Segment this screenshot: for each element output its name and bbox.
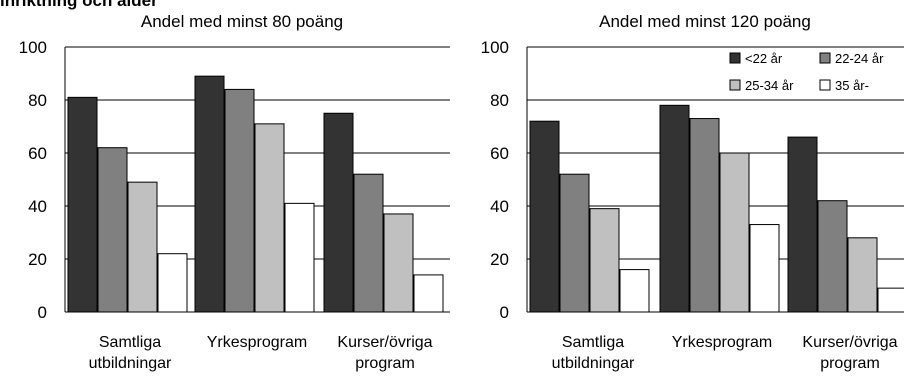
y-tick-label: 20 bbox=[28, 250, 47, 269]
y-tick-label: 80 bbox=[28, 91, 47, 110]
x-category-label: program bbox=[820, 355, 880, 372]
legend-swatch bbox=[819, 79, 831, 91]
bar bbox=[689, 118, 720, 313]
bar bbox=[877, 287, 904, 313]
y-tick-label: 60 bbox=[490, 144, 509, 163]
y-tick-label: 100 bbox=[19, 38, 47, 57]
bar bbox=[97, 147, 128, 313]
bar bbox=[323, 112, 354, 313]
x-category-label: utbildningar bbox=[89, 355, 172, 372]
bar bbox=[589, 208, 620, 313]
y-tick-label: 100 bbox=[481, 38, 509, 57]
y-tick-label: 40 bbox=[28, 197, 47, 216]
bar bbox=[817, 200, 848, 313]
x-category-label: Samtliga bbox=[99, 334, 161, 351]
bar bbox=[254, 123, 285, 313]
legend-label: 25-34 år bbox=[745, 78, 794, 93]
bar bbox=[224, 88, 255, 313]
legend-label: <22 år bbox=[745, 51, 783, 66]
legend-swatch bbox=[729, 52, 741, 64]
bar bbox=[194, 75, 225, 313]
bar bbox=[749, 224, 780, 313]
bar bbox=[157, 253, 188, 313]
legend-swatch bbox=[729, 79, 741, 91]
y-tick-label: 40 bbox=[490, 197, 509, 216]
bar bbox=[383, 213, 414, 313]
chart-title: Andel med minst 120 poäng bbox=[599, 12, 811, 31]
chart-title: Andel med minst 80 poäng bbox=[141, 12, 343, 31]
x-category-label: Yrkesprogram bbox=[207, 334, 307, 351]
figure-heading: inriktning och ålder bbox=[0, 0, 158, 10]
bar bbox=[529, 120, 560, 313]
legend-label: 35 år- bbox=[835, 78, 869, 93]
x-category-label: utbildningar bbox=[552, 355, 635, 372]
x-category-label: program bbox=[355, 355, 415, 372]
y-tick-label: 0 bbox=[500, 303, 509, 322]
legend-label: 22-24 år bbox=[835, 51, 884, 66]
bar bbox=[847, 237, 878, 313]
y-tick-label: 20 bbox=[490, 250, 509, 269]
y-tick-label: 0 bbox=[38, 303, 47, 322]
bar bbox=[787, 136, 818, 313]
bar bbox=[659, 104, 690, 313]
bar bbox=[284, 202, 315, 313]
bar bbox=[719, 152, 750, 313]
bar bbox=[413, 274, 444, 313]
bar bbox=[127, 181, 158, 313]
y-tick-label: 80 bbox=[490, 91, 509, 110]
x-category-label: Yrkesprogram bbox=[672, 334, 772, 351]
bar bbox=[619, 269, 650, 313]
bar bbox=[67, 96, 98, 313]
bar bbox=[559, 173, 590, 313]
y-tick-label: 60 bbox=[28, 144, 47, 163]
legend-swatch bbox=[819, 52, 831, 64]
x-category-label: Kurser/övriga bbox=[337, 334, 432, 351]
bar bbox=[353, 173, 384, 313]
x-category-label: Samtliga bbox=[562, 334, 624, 351]
x-category-label: Kurser/övriga bbox=[802, 334, 897, 351]
